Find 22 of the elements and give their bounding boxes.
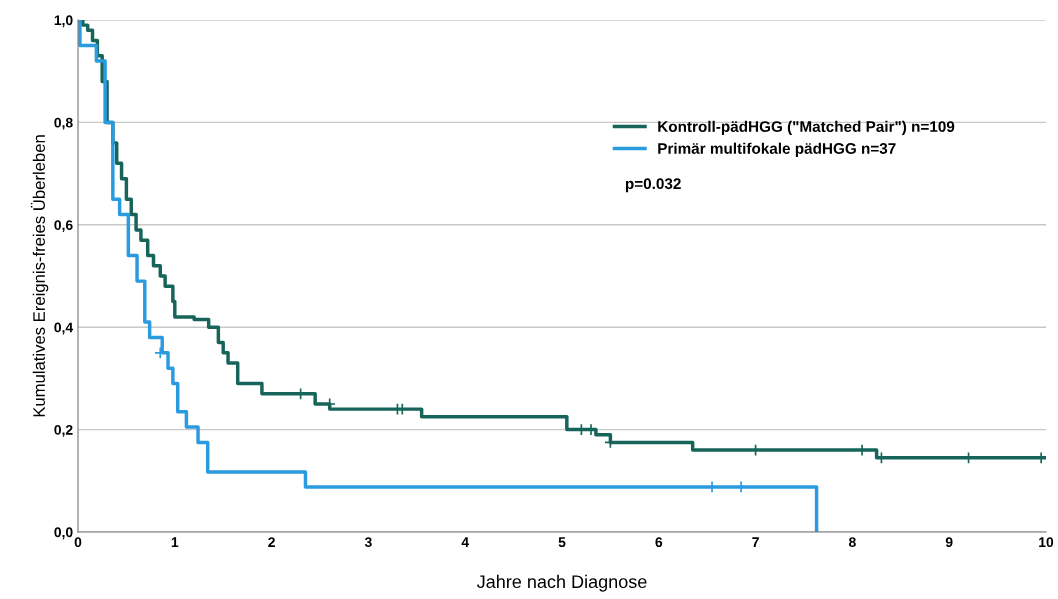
x-tick-label: 7: [752, 537, 759, 547]
y-tick-label: 1,0: [54, 15, 73, 28]
x-tick-label: 5: [558, 537, 566, 548]
x-tick-label: 2: [268, 537, 275, 547]
x-tick-label: 10: [1039, 537, 1054, 548]
y-tick-label: 0,0: [54, 527, 73, 540]
x-tick-label: 1: [171, 537, 179, 547]
y-tick-label: 0,2: [54, 424, 73, 437]
x-tick-label: 4: [461, 537, 469, 547]
x-tick-label: 3: [364, 537, 372, 548]
x-tick-label: 8: [848, 537, 856, 548]
y-tick-label: 0,8: [54, 117, 73, 130]
y-tick-label: 0,6: [54, 220, 73, 232]
y-axis-title: Kumulatives Ereignis-freies Überleben: [30, 135, 49, 417]
legend-label: Kontroll-pädHGG ("Matched Pair") n=109: [658, 120, 955, 136]
legend-label: Primär multifokale pädHGG n=37: [658, 142, 896, 157]
x-axis-title: Jahre nach Diagnose: [476, 574, 647, 592]
x-tick-label: 6: [655, 537, 663, 548]
x-tick-label: 9: [945, 537, 953, 548]
annotation: p=0.032: [625, 178, 681, 193]
y-tick-label: 0,4: [54, 322, 74, 335]
x-tick-label: 0: [74, 537, 82, 548]
